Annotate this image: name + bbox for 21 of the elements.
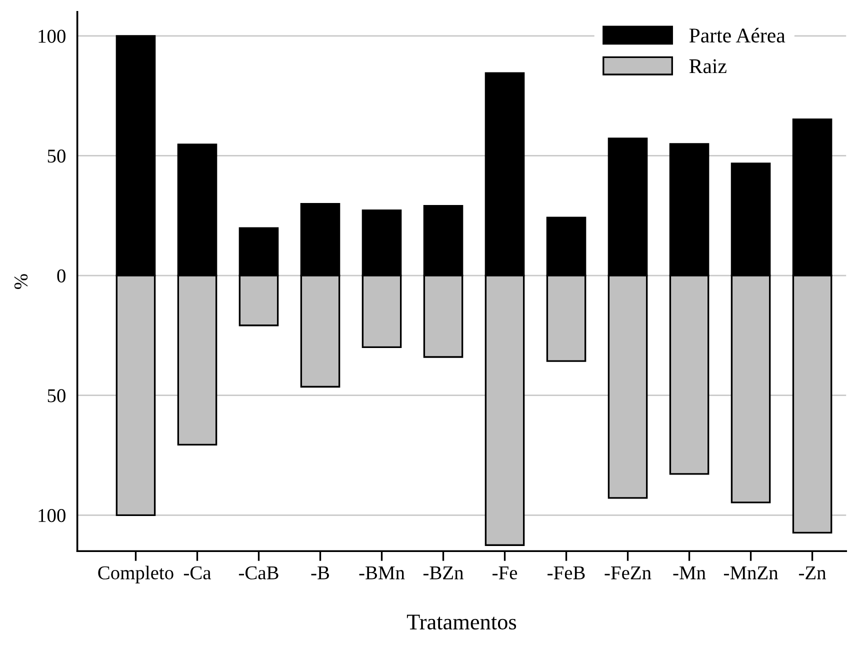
x-tick-label: -BZn (423, 566, 464, 580)
x-tick-label: -FeZn (604, 566, 652, 580)
x-tick-label: -Ca (184, 566, 212, 580)
y-tick-label: 50 (48, 389, 66, 402)
x-tick-label: -MnZn (724, 566, 778, 580)
y-axis-title: % (14, 274, 28, 289)
x-tick-label: Completo (98, 566, 174, 584)
x-tick-label: -CaB (238, 566, 278, 580)
y-tick-label: 100 (38, 508, 66, 522)
y-tick-label: 100 (38, 30, 66, 43)
y-tick-label: 50 (48, 150, 66, 163)
x-tick-label: -Mn (673, 566, 706, 580)
x-axis-title: Tratamentos (406, 614, 516, 630)
x-tick-label: -B (311, 566, 330, 580)
legend-label: Raiz (689, 59, 726, 74)
x-tick-label: -BMn (359, 566, 405, 580)
x-tick-label: -Fe (492, 566, 518, 580)
x-tick-label: -FeB (548, 566, 585, 580)
x-tick-label: -Zn (798, 566, 826, 580)
y-tick-label: 0 (57, 269, 66, 282)
legend-label: Parte Aérea (689, 28, 786, 43)
